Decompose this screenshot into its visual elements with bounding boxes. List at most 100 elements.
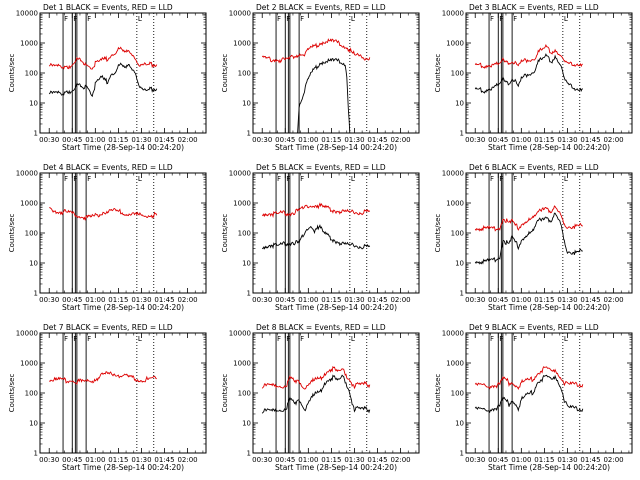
x-tick-label: 02:00 xyxy=(390,456,410,464)
series-events-line xyxy=(474,212,583,265)
y-tick-label: 1000 xyxy=(233,360,251,368)
panel-title: Det 7 BLACK = Events, RED = LLD xyxy=(43,323,173,332)
panel-det-6: Det 6 BLACK = Events, RED = LLD Counts/se… xyxy=(434,163,633,312)
x-tick-label: 00:30 xyxy=(252,296,272,304)
x-tick-label: 01:45 xyxy=(580,456,600,464)
plot-frame xyxy=(39,332,207,454)
y-tick-label: 1 xyxy=(34,130,38,138)
legend-text: BLACK = Events, RED = LLD xyxy=(279,163,386,172)
interval-flag-F: F xyxy=(499,335,503,343)
y-axis-label: Counts/sec xyxy=(221,54,229,93)
interval-flag-L: L xyxy=(351,175,355,183)
y-tick-label: 10000 xyxy=(442,170,464,178)
interval-flag-F: F xyxy=(300,15,304,23)
series-lld-line xyxy=(474,205,583,232)
y-tick-label: 10 xyxy=(455,100,464,108)
panel-title: Det 5 BLACK = Events, RED = LLD xyxy=(256,163,386,172)
x-axis-label: Start Time (28-Sep-14 00:24:20) xyxy=(488,143,610,152)
interval-flag-L: L xyxy=(138,335,142,343)
x-tick-label: 02:00 xyxy=(177,296,197,304)
interval-flag-F: F xyxy=(300,175,304,183)
x-axis-label: Start Time (28-Sep-14 00:24:20) xyxy=(488,303,610,312)
panel-title: Det 2 BLACK = Events, RED = LLD xyxy=(256,3,386,12)
panel-det-3: Det 3 BLACK = Events, RED = LLD Counts/se… xyxy=(434,3,633,152)
x-axis-label: Start Time (28-Sep-14 00:24:20) xyxy=(62,143,184,152)
interval-flag-F: F xyxy=(490,175,494,183)
x-tick-label: 01:15 xyxy=(321,456,341,464)
det-label: Det 6 xyxy=(469,163,492,172)
det-label: Det 8 xyxy=(256,323,279,332)
series-events-line xyxy=(261,374,371,414)
x-tick-label: 01:15 xyxy=(534,296,554,304)
y-tick-label: 1 xyxy=(247,290,251,298)
panel-title: Det 8 BLACK = Events, RED = LLD xyxy=(256,323,386,332)
panel-det-7: Det 7 BLACK = Events, RED = LLD Counts/se… xyxy=(8,323,207,472)
interval-flag-F: F xyxy=(490,15,494,23)
panel-det-8: Det 8 BLACK = Events, RED = LLD Counts/se… xyxy=(221,323,420,472)
interval-flag-F: F xyxy=(277,15,281,23)
y-axis-label: Counts/sec xyxy=(8,374,16,413)
interval-flag-F: F xyxy=(73,335,77,343)
panel-det-5: Det 5 BLACK = Events, RED = LLD Counts/se… xyxy=(221,163,420,312)
plot-frame xyxy=(39,172,207,294)
x-tick-label: 01:30 xyxy=(344,456,364,464)
plot-frame xyxy=(465,172,633,294)
det-label: Det 4 xyxy=(43,163,66,172)
interval-flag-F: F xyxy=(64,175,68,183)
x-axis-label: Start Time (28-Sep-14 00:24:20) xyxy=(275,463,397,472)
y-tick-label: 1000 xyxy=(233,40,251,48)
x-tick-label: 01:00 xyxy=(298,136,318,144)
y-tick-label: 1 xyxy=(34,290,38,298)
series-events-line xyxy=(48,62,158,98)
legend-text: BLACK = Events, RED = LLD xyxy=(279,3,386,12)
y-tick-label: 10 xyxy=(455,260,464,268)
y-tick-label: 100 xyxy=(238,230,251,238)
y-tick-label: 100 xyxy=(25,390,38,398)
x-tick-label: 00:30 xyxy=(39,296,59,304)
legend-text: BLACK = Events, RED = LLD xyxy=(492,163,599,172)
x-tick-label: 01:15 xyxy=(108,456,128,464)
x-axis-label: Start Time (28-Sep-14 00:24:20) xyxy=(275,143,397,152)
interval-flag-F: F xyxy=(513,15,517,23)
y-tick-label: 100 xyxy=(451,230,464,238)
x-tick-label: 00:30 xyxy=(465,136,485,144)
x-tick-label: 01:45 xyxy=(154,456,174,464)
x-tick-label: 01:15 xyxy=(534,456,554,464)
x-tick-label: 01:45 xyxy=(367,136,387,144)
y-tick-label: 1 xyxy=(460,130,464,138)
x-tick-label: 00:30 xyxy=(465,456,485,464)
y-tick-label: 1000 xyxy=(446,200,464,208)
x-tick-label: 01:30 xyxy=(131,136,151,144)
y-tick-label: 10000 xyxy=(16,330,38,338)
interval-flag-F: F xyxy=(286,335,290,343)
x-tick-label: 00:45 xyxy=(275,136,295,144)
x-tick-label: 00:30 xyxy=(39,456,59,464)
x-tick-label: 01:30 xyxy=(557,296,577,304)
interval-flag-F: F xyxy=(277,335,281,343)
legend-text: BLACK = Events, RED = LLD xyxy=(66,3,173,12)
x-tick-label: 00:45 xyxy=(62,136,82,144)
x-tick-label: 00:30 xyxy=(39,136,59,144)
y-tick-label: 10000 xyxy=(229,170,251,178)
y-tick-label: 10 xyxy=(242,420,251,428)
x-tick-label: 01:15 xyxy=(534,136,554,144)
interval-flag-L: L xyxy=(351,15,355,23)
det-label: Det 7 xyxy=(43,323,66,332)
y-axis-label: Counts/sec xyxy=(434,54,442,93)
y-axis-label: Counts/sec xyxy=(8,54,16,93)
y-tick-label: 1 xyxy=(247,130,251,138)
series-events-line xyxy=(474,53,584,94)
y-tick-label: 10 xyxy=(29,420,38,428)
y-axis-label: Counts/sec xyxy=(221,374,229,413)
interval-flag-F: F xyxy=(286,15,290,23)
x-tick-label: 00:45 xyxy=(488,456,508,464)
y-tick-label: 100 xyxy=(451,70,464,78)
x-tick-label: 01:45 xyxy=(367,296,387,304)
series-events-line xyxy=(261,224,371,250)
interval-flag-F: F xyxy=(87,175,91,183)
